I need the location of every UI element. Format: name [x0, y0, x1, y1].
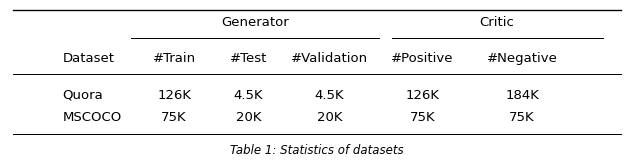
Text: Generator: Generator — [221, 16, 288, 29]
Text: Dataset: Dataset — [62, 52, 114, 65]
Text: Critic: Critic — [480, 16, 515, 29]
Text: #Positive: #Positive — [391, 52, 454, 65]
Text: 126K: 126K — [406, 89, 439, 102]
Text: #Negative: #Negative — [487, 52, 557, 65]
Text: 20K: 20K — [316, 111, 342, 124]
Text: 75K: 75K — [509, 111, 535, 124]
Text: 4.5K: 4.5K — [234, 89, 264, 102]
Text: Quora: Quora — [62, 89, 103, 102]
Text: 75K: 75K — [161, 111, 187, 124]
Text: 126K: 126K — [157, 89, 191, 102]
Text: 4.5K: 4.5K — [314, 89, 344, 102]
Text: 184K: 184K — [505, 89, 539, 102]
Text: 75K: 75K — [410, 111, 436, 124]
Text: MSCOCO: MSCOCO — [62, 111, 122, 124]
Text: Table 1: Statistics of datasets: Table 1: Statistics of datasets — [230, 144, 404, 157]
Text: #Test: #Test — [230, 52, 268, 65]
Text: #Train: #Train — [153, 52, 196, 65]
Text: 20K: 20K — [236, 111, 261, 124]
Text: #Validation: #Validation — [291, 52, 368, 65]
